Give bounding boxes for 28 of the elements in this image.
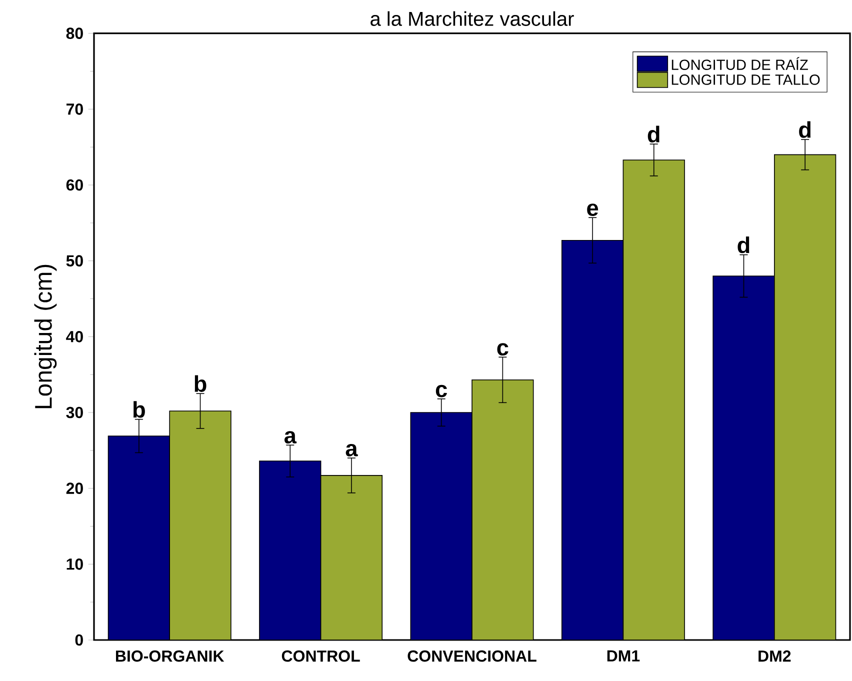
y-tick-label: 80 (66, 28, 83, 39)
chart-title: a la Marchitez vascular (370, 11, 574, 26)
x-tick-label: DM1 (607, 650, 640, 662)
legend-label: LONGITUD DE TALLO (672, 74, 820, 85)
annotation: c (436, 384, 447, 398)
annotation: d (738, 236, 750, 254)
y-tick-label: 40 (66, 331, 83, 342)
x-tick-label: DM2 (758, 650, 791, 662)
annotation: b (133, 401, 145, 418)
x-tick-label: BIO-ORGANIK (116, 650, 224, 662)
annotation: e (587, 204, 598, 216)
annotation: c (497, 343, 508, 356)
annotation: a (284, 431, 297, 444)
y-tick-label: 60 (66, 179, 83, 191)
y-tick-label: 30 (66, 406, 83, 418)
y-tick-label: 10 (66, 558, 83, 570)
annotation: b (194, 375, 206, 392)
y-tick-label: 70 (66, 104, 83, 115)
y-tick-label: 0 (75, 634, 83, 646)
y-tick-label: 50 (66, 255, 83, 266)
legend-label: LONGITUD DE RAÍZ (672, 57, 808, 70)
annotation: d (648, 126, 660, 142)
x-tick-label: CONVENCIONAL (408, 650, 536, 662)
y-tick-label: 20 (66, 482, 83, 494)
annotation: d (799, 121, 811, 138)
y-axis-title: Longitud (cm) (34, 264, 57, 408)
annotation: a (346, 444, 358, 456)
x-tick-label: CONTROL (282, 650, 360, 662)
